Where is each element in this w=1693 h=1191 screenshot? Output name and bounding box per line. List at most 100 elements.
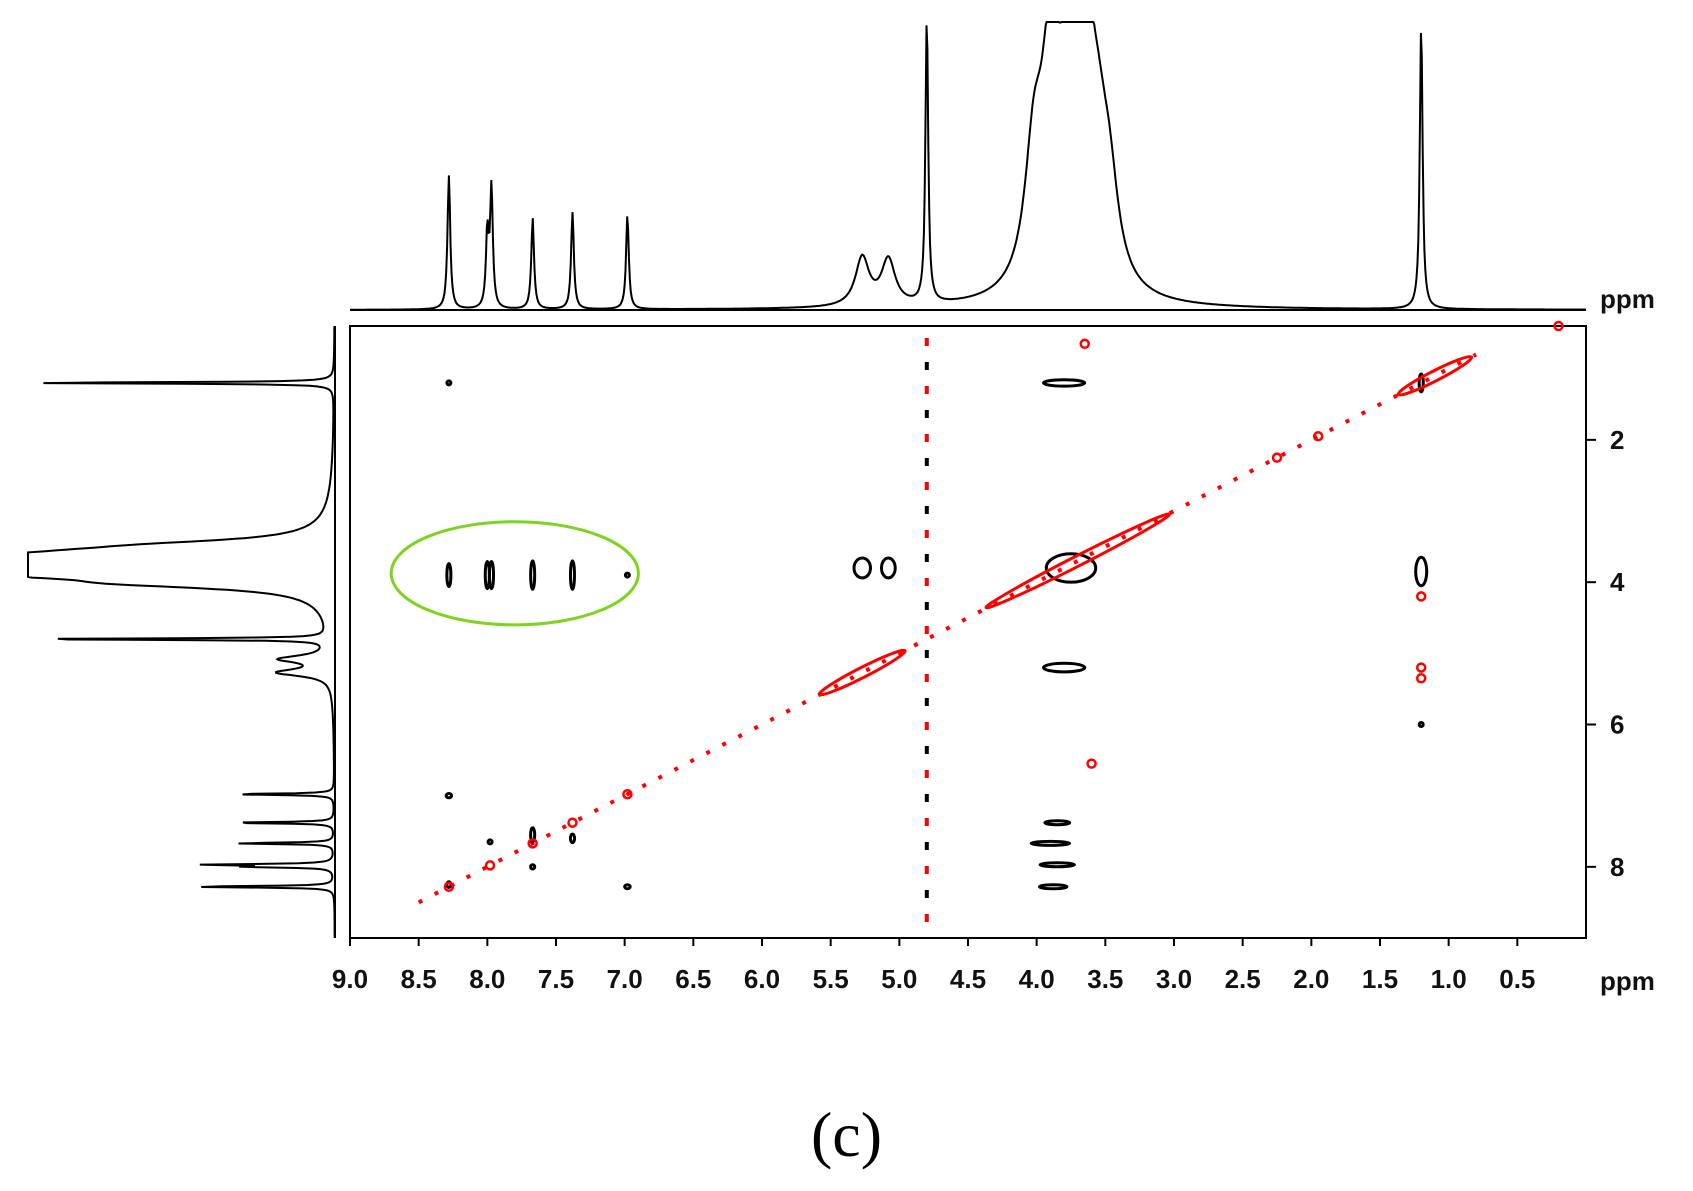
cross-peak-black xyxy=(1417,372,1425,394)
water-artifact-dot xyxy=(924,794,929,802)
cross-peak-black xyxy=(445,379,453,387)
cross-peak-red xyxy=(1415,673,1427,684)
diagonal-red-peak xyxy=(984,512,1172,610)
water-artifact-dot xyxy=(924,866,929,874)
cross-peak-black xyxy=(529,559,537,591)
cross-peak-black xyxy=(1038,861,1076,869)
water-artifact-dot xyxy=(924,842,929,850)
cross-peak-black xyxy=(1043,819,1072,827)
left-projection-trace xyxy=(27,326,336,938)
cross-peak-black xyxy=(879,556,897,580)
water-artifact-dot xyxy=(924,650,929,658)
cross-peak-black xyxy=(487,560,496,591)
top-projection: ppm xyxy=(350,21,1655,314)
y-axis-right: 2 4 6 8 xyxy=(1586,425,1625,882)
cross-peak-black xyxy=(529,863,537,871)
water-artifact-dot xyxy=(924,602,929,610)
cross-peak-black xyxy=(623,571,631,579)
water-artifact-dot xyxy=(924,530,929,538)
cross-peak-black xyxy=(1037,883,1069,891)
cross-peak-black xyxy=(1029,839,1072,847)
water-artifact-dot xyxy=(924,482,929,490)
top-projection-trace xyxy=(350,21,1586,311)
x-tick-label: 2.5 xyxy=(1225,964,1261,994)
cross-peak-red xyxy=(527,838,538,849)
cross-peak-black xyxy=(623,883,632,891)
x-tick-label: 4.0 xyxy=(1019,964,1055,994)
water-artifact-dot xyxy=(924,338,929,346)
diagonal-red-peak xyxy=(1396,355,1474,397)
x-axis: ppm 9.0 8.5 8.0 7.5 7.0 6.5 6.0 5.5 5.0 4.5 4.0 3.5… xyxy=(332,938,1655,996)
x-tick-label: 7.0 xyxy=(607,964,643,994)
x-tick-label: 8.5 xyxy=(401,964,437,994)
y-tick-label: 4 xyxy=(1610,567,1625,597)
cross-peak-red xyxy=(443,881,455,893)
x-tick-label: 6.5 xyxy=(675,964,711,994)
water-artifact-dot xyxy=(924,626,929,634)
cross-peak-red xyxy=(484,860,496,871)
x-axis-unit-label: ppm xyxy=(1600,966,1655,996)
water-artifact-dot xyxy=(924,818,929,826)
cross-peak-black xyxy=(1044,552,1098,584)
cross-peak-black xyxy=(529,826,537,844)
panel-caption: (c) xyxy=(810,1099,883,1170)
y-tick-label: 2 xyxy=(1610,425,1624,455)
diagonal-red-series xyxy=(417,352,1478,905)
cross-peak-black xyxy=(852,556,872,580)
cross-peak-black xyxy=(445,562,453,588)
cross-peak-black xyxy=(568,559,576,591)
plot-area xyxy=(349,320,1587,939)
x-tick-label: 4.5 xyxy=(950,964,986,994)
y-tick-label: 8 xyxy=(1610,852,1624,882)
x-tick-label: 3.5 xyxy=(1087,964,1123,994)
cross-peak-red xyxy=(1312,431,1324,442)
x-tick-label: 7.5 xyxy=(538,964,574,994)
water-artifact-dot xyxy=(924,554,929,562)
water-artifact-dot xyxy=(924,434,929,442)
x-tick-label: 5.5 xyxy=(813,964,849,994)
water-artifact-line xyxy=(924,338,929,922)
water-artifact-dot xyxy=(924,914,929,922)
x-tick-label: 2.0 xyxy=(1293,964,1329,994)
cross-peak-black xyxy=(1414,555,1429,588)
highlight-annotations xyxy=(389,520,640,627)
cross-peak-red xyxy=(622,789,633,800)
diagonal-red-peak xyxy=(817,648,907,697)
cross-peak-black xyxy=(1042,378,1087,388)
water-artifact-dot xyxy=(924,722,929,730)
top-unit-label: ppm xyxy=(1600,284,1655,314)
cross-peak-red xyxy=(1553,320,1564,332)
x-tick-label: 8.0 xyxy=(469,964,505,994)
water-artifact-dot xyxy=(924,698,929,706)
water-artifact-dot xyxy=(924,362,929,370)
x-tick-label: 0.5 xyxy=(1499,964,1535,994)
water-artifact-dot xyxy=(924,770,929,778)
water-artifact-dot xyxy=(924,578,929,586)
cross-peak-red xyxy=(1415,591,1427,602)
x-tick-label: 1.5 xyxy=(1362,964,1398,994)
water-artifact-dot xyxy=(924,890,929,898)
highlight-ellipse xyxy=(389,520,640,627)
cross-peak-black xyxy=(1417,721,1425,729)
cross-peak-red xyxy=(1086,758,1097,769)
water-artifact-dot xyxy=(924,386,929,394)
cross-peak-red xyxy=(1079,338,1090,350)
cross-peak-red xyxy=(1415,662,1427,673)
cross-peak-red xyxy=(567,817,578,828)
water-artifact-dot xyxy=(924,458,929,466)
x-tick-label: 5.0 xyxy=(881,964,917,994)
cross-peaks-red xyxy=(443,320,1564,893)
left-projection xyxy=(27,326,336,938)
cross-peak-black xyxy=(444,792,454,800)
water-artifact-dot xyxy=(924,746,929,754)
cross-peak-black xyxy=(1042,661,1087,674)
x-tick-label: 9.0 xyxy=(332,964,368,994)
y-tick-label: 6 xyxy=(1610,710,1624,740)
x-tick-label: 6.0 xyxy=(744,964,780,994)
water-artifact-dot xyxy=(924,506,929,514)
water-artifact-dot xyxy=(924,674,929,682)
cross-peaks-black xyxy=(444,372,1429,891)
cross-peak-black xyxy=(486,838,494,846)
x-tick-label: 1.0 xyxy=(1431,964,1467,994)
